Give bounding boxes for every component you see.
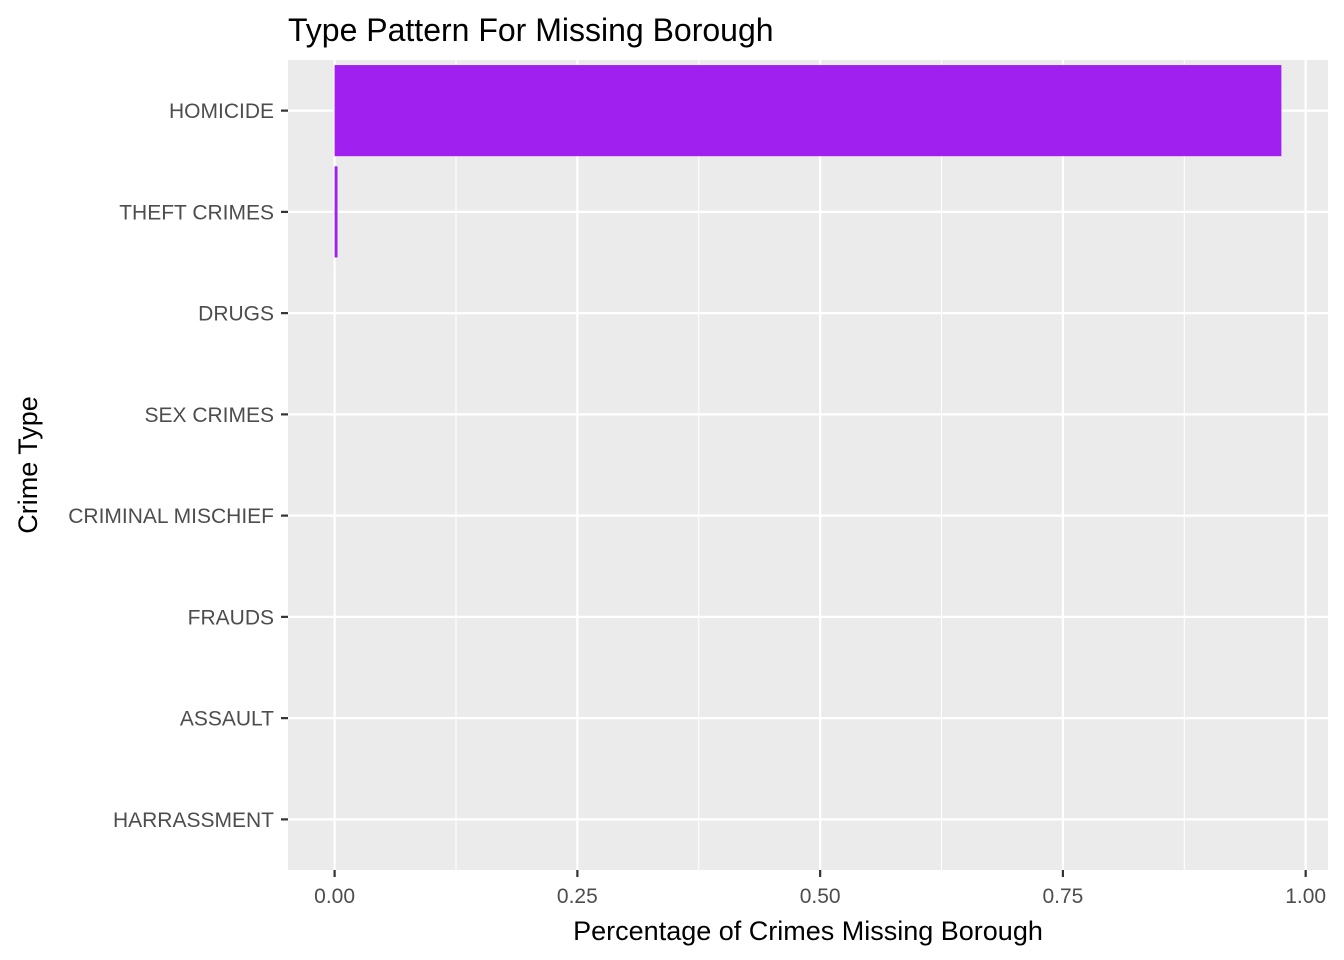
bar [334,65,1282,157]
y-tick-label: HOMICIDE [169,100,274,123]
y-tick-label: THEFT CRIMES [119,201,274,224]
y-tick-label: FRAUDS [188,606,274,629]
x-tick-label: 0.00 [314,885,355,908]
y-tick-label: CRIMINAL MISCHIEF [68,505,274,528]
y-tick-label: ASSAULT [180,708,274,731]
x-tick-label: 0.50 [800,885,841,908]
grid-major [288,60,1328,870]
chart-title: Type Pattern For Missing Borough [288,12,774,48]
y-tick-label: HARRASSMENT [113,809,274,832]
bar [334,166,338,258]
y-axis: HOMICIDE THEFT CRIMES DRUGS SEX CRIMES CRIMI… [68,100,288,832]
grid-minor [455,60,1185,870]
plot-panel [288,60,1328,870]
y-axis-title: Crime Type [13,396,43,534]
y-tick-label: SEX CRIMES [144,404,274,427]
x-axis: 0.00 0.25 0.50 0.75 1.00 [314,870,1326,908]
bars [334,65,1282,258]
x-tick-label: 0.75 [1042,885,1083,908]
y-tick-label: DRUGS [198,303,274,326]
x-tick-label: 0.25 [557,885,598,908]
x-tick-label: 1.00 [1285,885,1326,908]
x-axis-title: Percentage of Crimes Missing Borough [573,916,1043,946]
